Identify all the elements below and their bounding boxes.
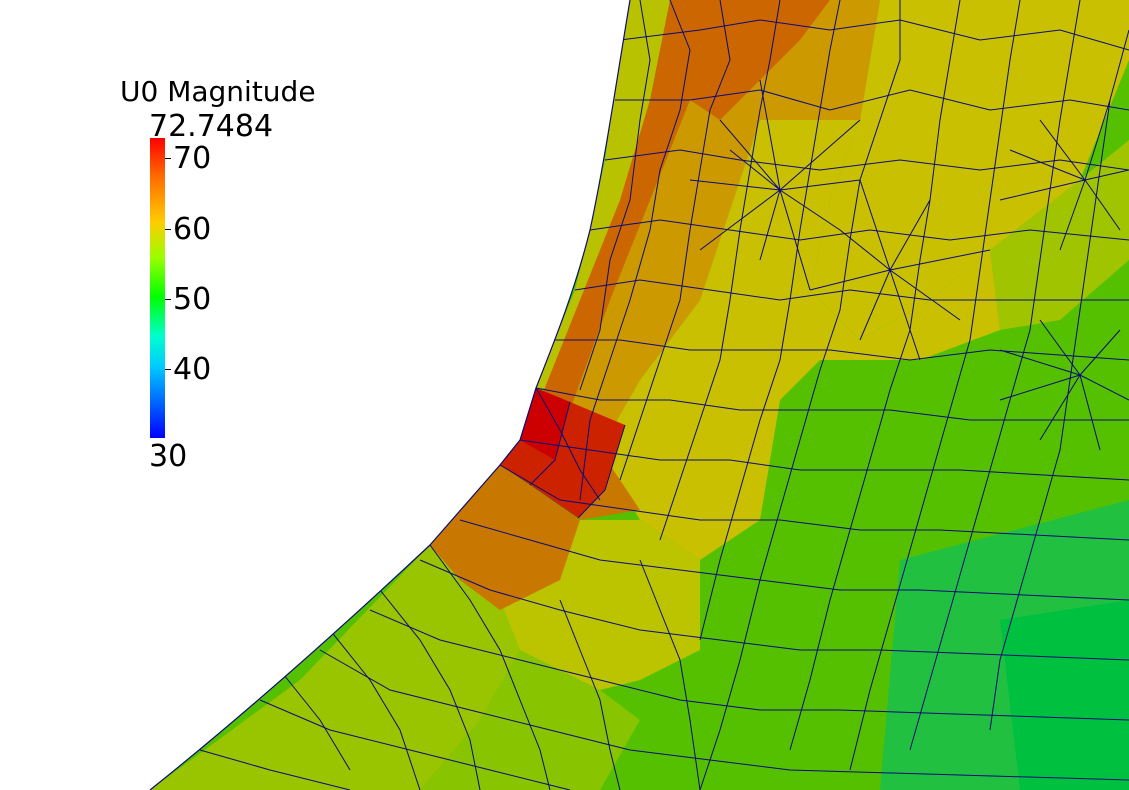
mesh-wireframe (199, 0, 1129, 790)
field-orange-lower (430, 465, 580, 610)
field-yellow-mid (600, 120, 1000, 560)
field-yellow-boundary (536, 0, 670, 390)
field-yellow-green-top (990, 140, 1129, 330)
field-yellow-green-low (420, 650, 640, 790)
field-yellow-green-left (150, 545, 520, 790)
field-orange-ridge (540, 0, 720, 410)
domain-boundary (149, 0, 631, 790)
field-teal-deep (1000, 600, 1129, 790)
field-yellow-top (810, 0, 1129, 340)
field-yellow-orange (570, 0, 880, 450)
